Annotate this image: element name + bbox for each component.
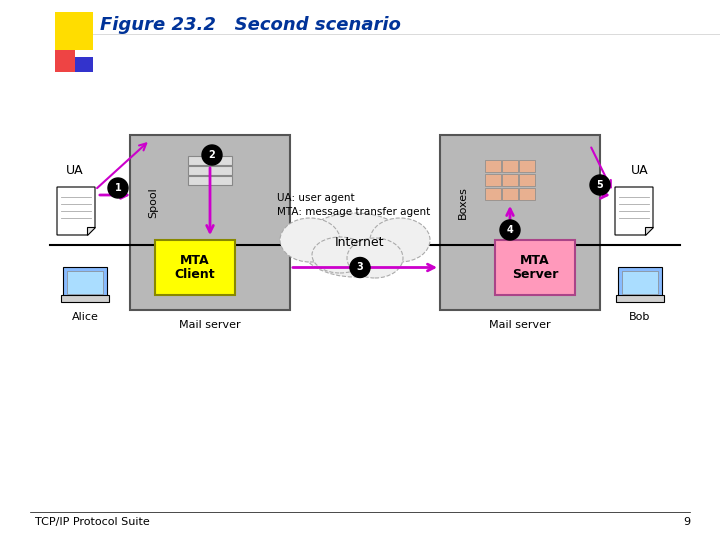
FancyBboxPatch shape	[67, 271, 103, 294]
Text: Mail server: Mail server	[179, 320, 240, 330]
FancyBboxPatch shape	[495, 240, 575, 295]
Ellipse shape	[300, 213, 410, 277]
Text: TCP/IP Protocol Suite: TCP/IP Protocol Suite	[35, 517, 150, 527]
Polygon shape	[87, 227, 95, 235]
Circle shape	[590, 175, 610, 195]
Text: 9: 9	[683, 517, 690, 527]
FancyBboxPatch shape	[155, 240, 235, 295]
Text: Figure 23.2   Second scenario: Figure 23.2 Second scenario	[100, 16, 401, 34]
Text: 4: 4	[507, 225, 513, 235]
Text: UA: user agent
MTA: message transfer agent: UA: user agent MTA: message transfer age…	[277, 193, 431, 217]
Text: 2: 2	[209, 150, 215, 160]
Polygon shape	[645, 227, 653, 235]
FancyBboxPatch shape	[622, 271, 658, 294]
Polygon shape	[57, 187, 95, 235]
FancyBboxPatch shape	[75, 57, 93, 72]
Circle shape	[350, 258, 370, 278]
FancyBboxPatch shape	[502, 160, 518, 172]
FancyBboxPatch shape	[519, 188, 535, 200]
Text: Mail server: Mail server	[489, 320, 551, 330]
Circle shape	[202, 145, 222, 165]
FancyBboxPatch shape	[55, 50, 75, 72]
Circle shape	[108, 178, 128, 198]
FancyBboxPatch shape	[130, 135, 290, 310]
Text: Bob: Bob	[629, 312, 651, 322]
FancyBboxPatch shape	[618, 267, 662, 297]
Text: UA: UA	[66, 164, 84, 177]
FancyBboxPatch shape	[61, 295, 109, 302]
Text: 3: 3	[356, 262, 364, 273]
Text: MTA
Server: MTA Server	[512, 253, 558, 281]
Text: 5: 5	[597, 180, 603, 190]
Text: UA: UA	[631, 164, 649, 177]
Ellipse shape	[280, 218, 340, 262]
Text: Alice: Alice	[71, 312, 99, 322]
FancyBboxPatch shape	[502, 188, 518, 200]
FancyBboxPatch shape	[485, 160, 501, 172]
FancyBboxPatch shape	[188, 166, 232, 175]
FancyBboxPatch shape	[485, 174, 501, 186]
Text: Internet: Internet	[336, 235, 384, 248]
FancyBboxPatch shape	[485, 188, 501, 200]
Text: Spool: Spool	[148, 187, 158, 218]
Text: 1: 1	[114, 183, 122, 193]
Text: Boxes: Boxes	[458, 186, 468, 219]
FancyBboxPatch shape	[440, 135, 600, 310]
FancyBboxPatch shape	[616, 295, 664, 302]
Ellipse shape	[347, 238, 403, 278]
FancyBboxPatch shape	[188, 176, 232, 185]
FancyBboxPatch shape	[519, 160, 535, 172]
FancyBboxPatch shape	[55, 12, 93, 50]
Ellipse shape	[312, 237, 368, 273]
Text: MTA
Client: MTA Client	[175, 253, 215, 281]
Circle shape	[500, 220, 520, 240]
FancyBboxPatch shape	[502, 174, 518, 186]
Ellipse shape	[370, 218, 430, 262]
FancyBboxPatch shape	[63, 267, 107, 297]
FancyBboxPatch shape	[188, 156, 232, 165]
Polygon shape	[615, 187, 653, 235]
FancyBboxPatch shape	[519, 174, 535, 186]
